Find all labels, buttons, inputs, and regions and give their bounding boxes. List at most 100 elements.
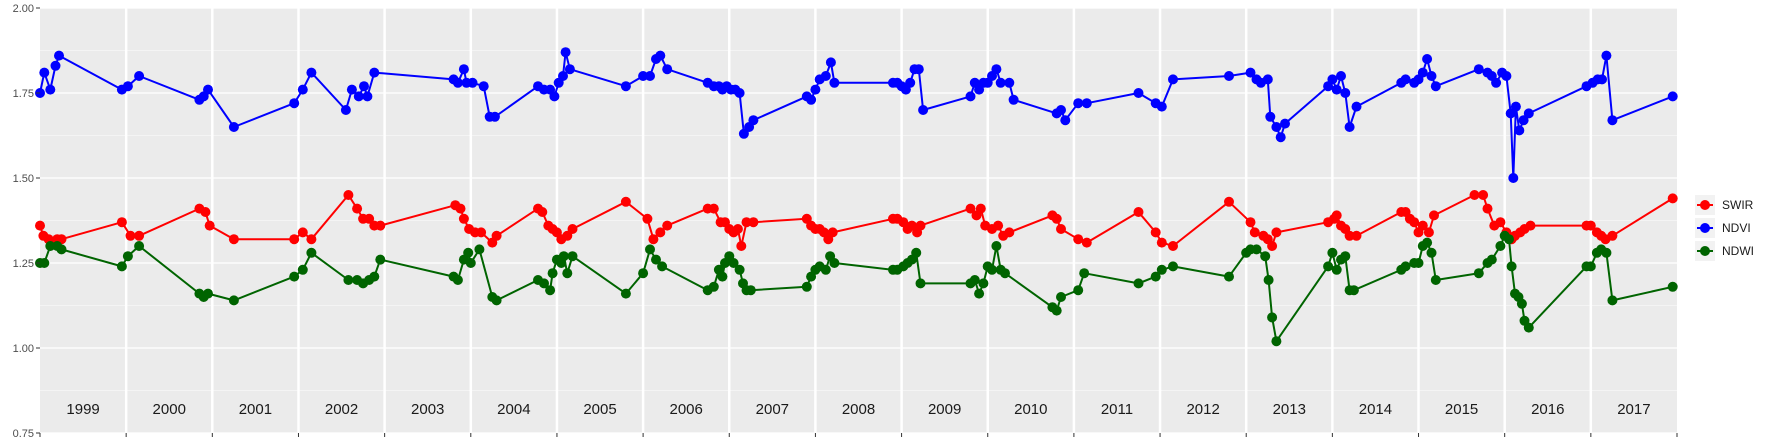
ndvi-point <box>825 57 836 68</box>
ndwi-point <box>375 254 386 265</box>
ndwi-point <box>297 264 308 275</box>
swir-point <box>297 227 308 238</box>
ndwi-point <box>1327 247 1338 258</box>
swir-point <box>620 196 631 207</box>
swir-point <box>642 213 653 224</box>
ndvi-series <box>35 47 1678 183</box>
ndvi-legend-marker <box>1700 223 1710 233</box>
y-tick-label: 0.75 <box>13 428 34 440</box>
year-label: 2003 <box>411 401 444 418</box>
ndwi-point <box>1168 261 1178 272</box>
ndvi-point <box>1508 173 1519 183</box>
y-tick-label: 1.25 <box>13 258 34 270</box>
swir-legend-marker <box>1700 200 1710 210</box>
ndvi-point <box>353 91 364 102</box>
swir-point <box>1417 220 1428 231</box>
ndwi-point <box>991 241 1002 251</box>
year-label: 2000 <box>153 401 186 418</box>
year-label: 2002 <box>325 401 358 418</box>
ndwi-point <box>1601 247 1612 258</box>
swir-point <box>1133 207 1144 217</box>
ndvi-point <box>1008 94 1019 105</box>
ndwi-point <box>1430 275 1441 285</box>
ndvi-point <box>991 64 1002 75</box>
ndwi-point <box>1495 241 1506 251</box>
ndwi-point <box>465 258 476 268</box>
ndvi-point <box>306 67 317 78</box>
year-label: 2016 <box>1531 401 1564 418</box>
ndwi-point <box>539 278 549 289</box>
ndvi-point <box>1004 77 1015 88</box>
ndwi-point <box>969 275 980 285</box>
ndwi-point <box>562 268 573 279</box>
ndvi-point <box>346 84 357 95</box>
ndwi-point <box>801 281 812 292</box>
swir-point <box>1267 241 1278 251</box>
ndwi-point <box>1607 295 1618 306</box>
ndwi-point <box>1224 271 1234 282</box>
swir-point <box>1156 237 1167 248</box>
y-tick-label: 1.00 <box>13 343 34 355</box>
ndvi-legend-label: NDVI <box>1722 221 1751 235</box>
swir-point <box>975 203 986 214</box>
swir-point <box>736 241 747 251</box>
ndvi-point <box>452 77 463 88</box>
ndwi-point <box>1323 261 1334 272</box>
ndvi-point <box>1518 115 1529 126</box>
ndvi-point <box>748 115 759 126</box>
ndwi-point <box>651 254 661 265</box>
ndwi-point <box>45 241 56 251</box>
ndvi-point <box>489 111 500 122</box>
ndwi-point <box>1056 292 1066 302</box>
swir-point <box>1168 241 1178 251</box>
ndvi-point <box>228 122 239 132</box>
swir-point <box>732 224 743 234</box>
swir-point <box>537 207 548 217</box>
ndwi-point <box>56 244 67 255</box>
y-tick-label: 1.50 <box>13 173 34 185</box>
ndvi-point <box>369 67 380 78</box>
ndwi-point <box>745 285 756 296</box>
ndwi-legend-label: NDWI <box>1722 244 1754 258</box>
ndvi-point <box>362 91 373 102</box>
ndvi-point <box>1056 105 1066 115</box>
ndvi-point <box>478 81 489 92</box>
ndwi-point <box>369 271 380 282</box>
ndwi-point <box>1422 237 1433 248</box>
swir-point <box>741 217 752 228</box>
ndvi-point <box>1510 101 1521 112</box>
ndvi-point <box>549 91 560 102</box>
year-label: 2010 <box>1014 401 1047 418</box>
swir-point <box>1344 230 1355 241</box>
ndwi-point <box>638 268 649 279</box>
ndwi-point <box>1473 268 1484 279</box>
swir-point <box>1482 203 1493 214</box>
ndwi-point <box>978 278 989 289</box>
swir-point <box>116 217 127 228</box>
year-label: 2015 <box>1445 401 1478 418</box>
ndvi-point <box>1327 74 1338 85</box>
ndvi-point <box>905 77 916 88</box>
ndvi-point <box>359 81 369 92</box>
ndwi-point <box>717 271 728 282</box>
ndwi-point <box>1133 278 1144 289</box>
swir-point <box>655 227 666 238</box>
ndvi-point <box>1073 98 1084 109</box>
swir-point <box>1525 220 1536 231</box>
ndvi-point <box>1426 71 1437 81</box>
ndwi-point <box>1523 322 1534 333</box>
ndwi-point <box>547 268 558 279</box>
swir-point <box>827 227 838 238</box>
ndvi-point <box>1331 84 1342 95</box>
swir-point <box>1081 237 1092 248</box>
ndwi-point <box>1413 258 1424 268</box>
ndvi-point <box>134 71 145 81</box>
ndvi-point <box>458 64 469 75</box>
ndvi-point <box>965 91 976 102</box>
ndwi-point <box>620 288 631 299</box>
ndwi-point <box>567 251 578 262</box>
ndvi-point <box>829 77 840 88</box>
ndvi-point <box>1156 101 1167 112</box>
ndvi-point <box>39 67 50 78</box>
ndvi-point <box>1417 67 1428 78</box>
